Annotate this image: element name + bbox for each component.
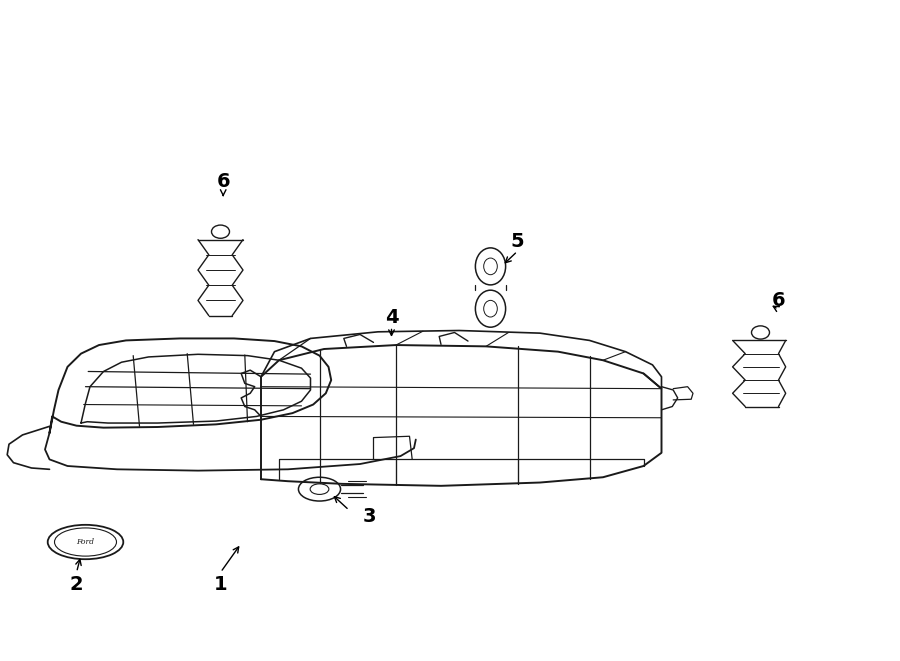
Text: 2: 2 (69, 576, 84, 594)
Text: 6: 6 (771, 292, 786, 310)
Text: Ford: Ford (76, 538, 94, 546)
Text: 5: 5 (510, 232, 525, 251)
Text: 1: 1 (213, 576, 228, 594)
Text: 4: 4 (384, 308, 399, 327)
Text: 6: 6 (216, 173, 230, 191)
Text: 3: 3 (362, 508, 376, 526)
